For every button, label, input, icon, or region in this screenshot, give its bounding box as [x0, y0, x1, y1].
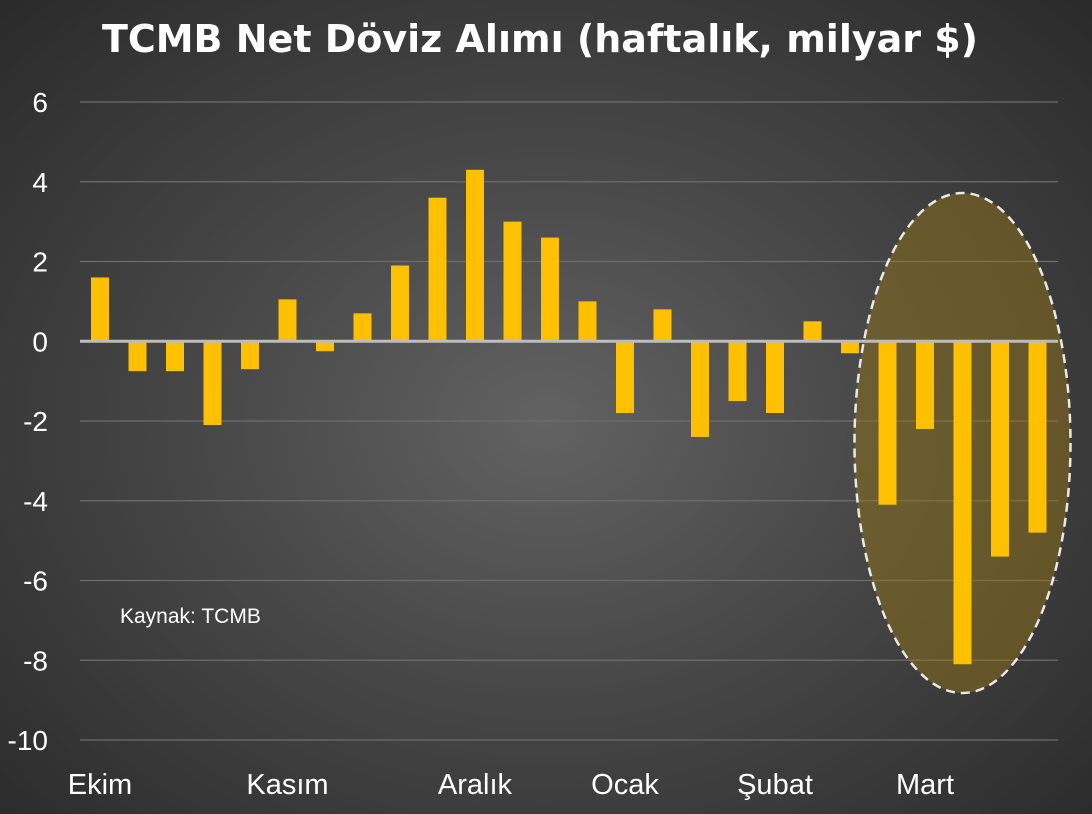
- bar: [503, 221, 522, 342]
- y-tick-label: 4: [32, 167, 48, 198]
- bar: [803, 321, 822, 342]
- bar: [766, 341, 784, 414]
- bar: [91, 277, 109, 342]
- bar: [128, 341, 147, 372]
- y-tick-label: -8: [23, 645, 48, 676]
- bar: [991, 341, 1009, 557]
- bar: [541, 237, 559, 342]
- y-tick-label: 2: [32, 247, 48, 278]
- x-month-label: Ocak: [591, 769, 659, 801]
- bar: [841, 341, 859, 354]
- y-tick-label: 6: [32, 87, 48, 118]
- bar: [316, 341, 334, 352]
- bar: [391, 265, 409, 342]
- bar: [916, 341, 934, 429]
- bar: [953, 341, 972, 665]
- y-tick-label: 0: [32, 326, 48, 357]
- chart-title: TCMB Net Döviz Alımı (haftalık, milyar $…: [102, 17, 978, 61]
- bar: [241, 341, 259, 370]
- source-annotation: Kaynak: TCMB: [120, 605, 261, 628]
- bar: [466, 169, 484, 342]
- y-tick-label: -4: [23, 486, 48, 517]
- bar: [203, 341, 222, 425]
- x-month-label: Şubat: [737, 769, 813, 801]
- bar: [428, 197, 447, 342]
- y-tick-label: -6: [23, 566, 48, 597]
- bar: [278, 299, 297, 342]
- x-month-label: Kasım: [246, 769, 328, 801]
- bar: [653, 309, 672, 342]
- y-tick-label: -10: [8, 725, 48, 756]
- bar: [578, 301, 597, 342]
- bar: [691, 341, 709, 437]
- bar: [728, 341, 747, 402]
- bar: [166, 341, 184, 372]
- x-month-label: Aralık: [438, 769, 513, 801]
- bar: [616, 341, 634, 414]
- bar: [1028, 341, 1047, 533]
- y-tick-label: -2: [23, 406, 48, 437]
- bar: [878, 341, 897, 505]
- x-month-label: Ekim: [68, 769, 132, 801]
- bar: [353, 313, 372, 342]
- x-month-label: Mart: [896, 769, 954, 801]
